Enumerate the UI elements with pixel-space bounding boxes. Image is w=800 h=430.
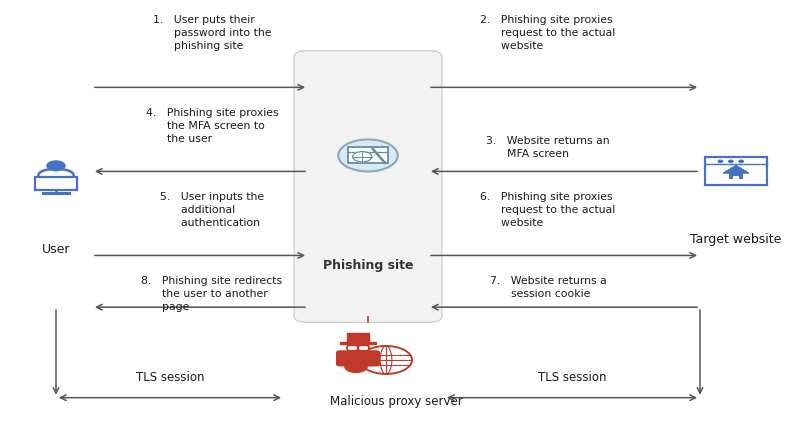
FancyBboxPatch shape — [294, 52, 442, 322]
FancyBboxPatch shape — [729, 174, 743, 179]
Text: 7.   Website returns a
      session cookie: 7. Website returns a session cookie — [490, 275, 606, 298]
Text: TLS session: TLS session — [136, 371, 204, 384]
Text: 6.   Phishing site proxies
      request to the actual
      website: 6. Phishing site proxies request to the … — [480, 191, 616, 227]
Text: 5.   User inputs the
      additional
      authentication: 5. User inputs the additional authentica… — [160, 191, 264, 227]
Text: 8.   Phishing site redirects
      the user to another
      page: 8. Phishing site redirects the user to a… — [142, 275, 282, 311]
Text: 2.   Phishing site proxies
      request to the actual
      website: 2. Phishing site proxies request to the … — [480, 15, 616, 51]
Circle shape — [729, 161, 733, 163]
Text: TLS session: TLS session — [538, 371, 606, 384]
Polygon shape — [340, 342, 376, 344]
Circle shape — [353, 152, 372, 163]
FancyBboxPatch shape — [359, 347, 368, 350]
FancyBboxPatch shape — [348, 148, 388, 164]
Circle shape — [338, 140, 398, 172]
Circle shape — [360, 346, 412, 374]
Text: Malicious proxy server: Malicious proxy server — [330, 394, 462, 407]
Text: User: User — [42, 243, 70, 256]
Text: 1.   User puts their
      password into the
      phishing site: 1. User puts their password into the phi… — [153, 15, 271, 51]
Circle shape — [739, 161, 743, 163]
FancyBboxPatch shape — [348, 347, 357, 350]
Text: 3.   Website returns an
      MFA screen: 3. Website returns an MFA screen — [486, 135, 610, 159]
Polygon shape — [347, 333, 370, 342]
Circle shape — [718, 161, 722, 163]
Circle shape — [345, 360, 367, 372]
FancyBboxPatch shape — [734, 176, 738, 179]
FancyBboxPatch shape — [706, 158, 766, 186]
Circle shape — [347, 342, 370, 354]
FancyBboxPatch shape — [35, 178, 77, 190]
Text: Phishing site: Phishing site — [322, 258, 414, 271]
Circle shape — [47, 162, 65, 171]
Polygon shape — [723, 166, 749, 174]
Text: Target website: Target website — [690, 232, 782, 245]
FancyBboxPatch shape — [336, 350, 380, 366]
Text: 4.   Phishing site proxies
      the MFA screen to
      the user: 4. Phishing site proxies the MFA screen … — [146, 108, 278, 144]
